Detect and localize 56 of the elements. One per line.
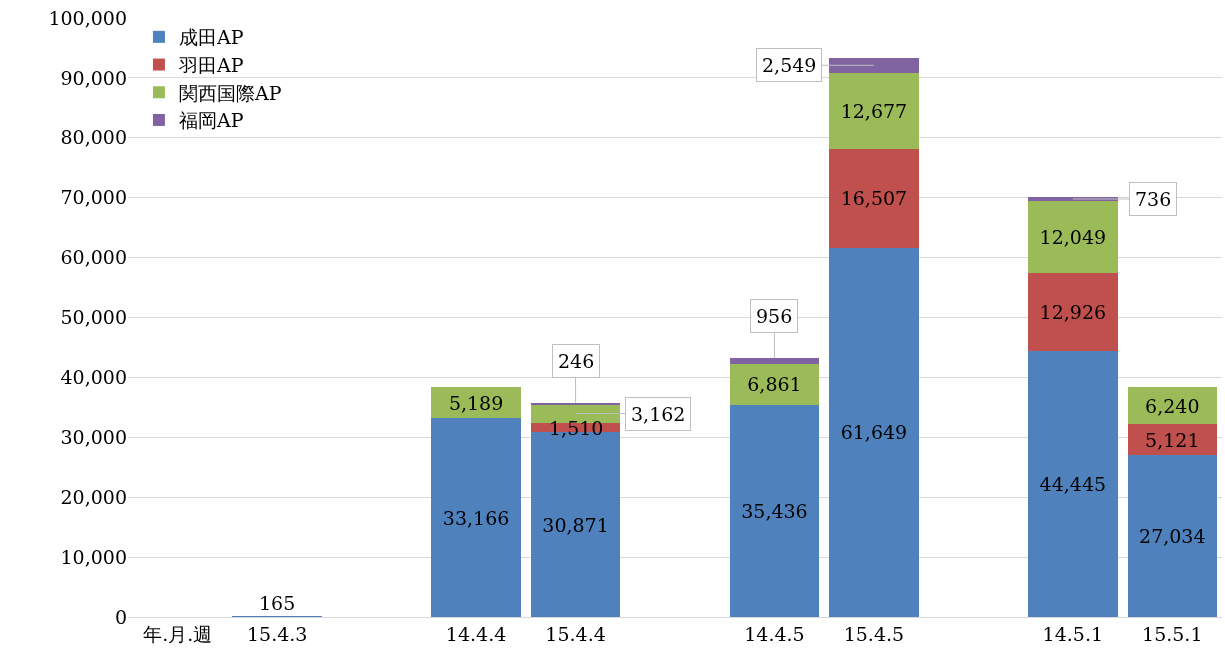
bar [729, 357, 820, 364]
bar [431, 418, 521, 617]
data-label: 5,189 [448, 391, 504, 414]
data-label: 246 [558, 350, 595, 372]
bar [1028, 350, 1118, 617]
x-tick-label: 15.4.4 [545, 622, 606, 645]
bar [829, 148, 919, 248]
data-label: 3,162 [631, 403, 686, 425]
y-tick-label: 10,000 [60, 545, 127, 568]
x-tick-label: 15.5.1 [1142, 622, 1203, 645]
bar [1028, 273, 1118, 351]
bar [729, 363, 820, 405]
legend-label: 関西国際AP [178, 81, 282, 104]
bar [829, 247, 919, 617]
y-tick-label: 70,000 [60, 186, 127, 209]
data-label: 2,549 [762, 54, 817, 76]
x-tick-label: 15.4.5 [843, 622, 905, 645]
bar [729, 404, 820, 617]
bar [1127, 424, 1218, 456]
legend-label: 福岡AP [178, 109, 244, 132]
bar [829, 57, 919, 73]
data-label: 27,034 [1139, 525, 1206, 548]
data-label: 35,436 [741, 499, 808, 522]
y-tick-label: 30,000 [60, 425, 127, 448]
data-label: 44,445 [1039, 472, 1107, 495]
data-label: 12,926 [1039, 301, 1107, 324]
data-label: 12,677 [840, 99, 908, 122]
data-label: 6,861 [747, 373, 802, 396]
data-label: 16,507 [840, 187, 908, 210]
x-tick-label: 14.4.5 [744, 622, 805, 645]
data-label: 956 [756, 305, 793, 327]
data-label: 165 [259, 592, 296, 614]
y-tick-label: 40,000 [60, 366, 127, 389]
data-label: 30,871 [542, 513, 609, 536]
bar [1127, 455, 1218, 617]
y-tick-label: 50,000 [60, 306, 127, 329]
data-label: 5,121 [1145, 428, 1200, 451]
data-label: 736 [1135, 188, 1172, 210]
x-tick-label: 14.4.4 [445, 622, 507, 645]
x-tick-label: 15.4.3 [246, 622, 308, 645]
y-tick-label: 100,000 [48, 6, 127, 29]
y-tick-label: 60,000 [60, 246, 127, 269]
data-label: 12,049 [1039, 226, 1107, 249]
legend-label: 成田AP [178, 26, 244, 49]
data-label: 33,166 [442, 506, 510, 529]
bar [829, 72, 919, 149]
y-tick-label: 20,000 [60, 485, 127, 508]
data-label: 61,649 [840, 421, 908, 444]
data-label: 6,240 [1145, 394, 1200, 417]
x-tick-label: 年.月.週 [143, 622, 213, 645]
y-tick-label: 80,000 [60, 126, 127, 149]
x-tick-label: 14.5.1 [1042, 622, 1104, 645]
bar [1028, 201, 1118, 274]
y-tick-label: 0 [114, 605, 127, 628]
y-tick-label: 90,000 [60, 66, 127, 89]
legend-label: 羽田AP [177, 53, 244, 76]
